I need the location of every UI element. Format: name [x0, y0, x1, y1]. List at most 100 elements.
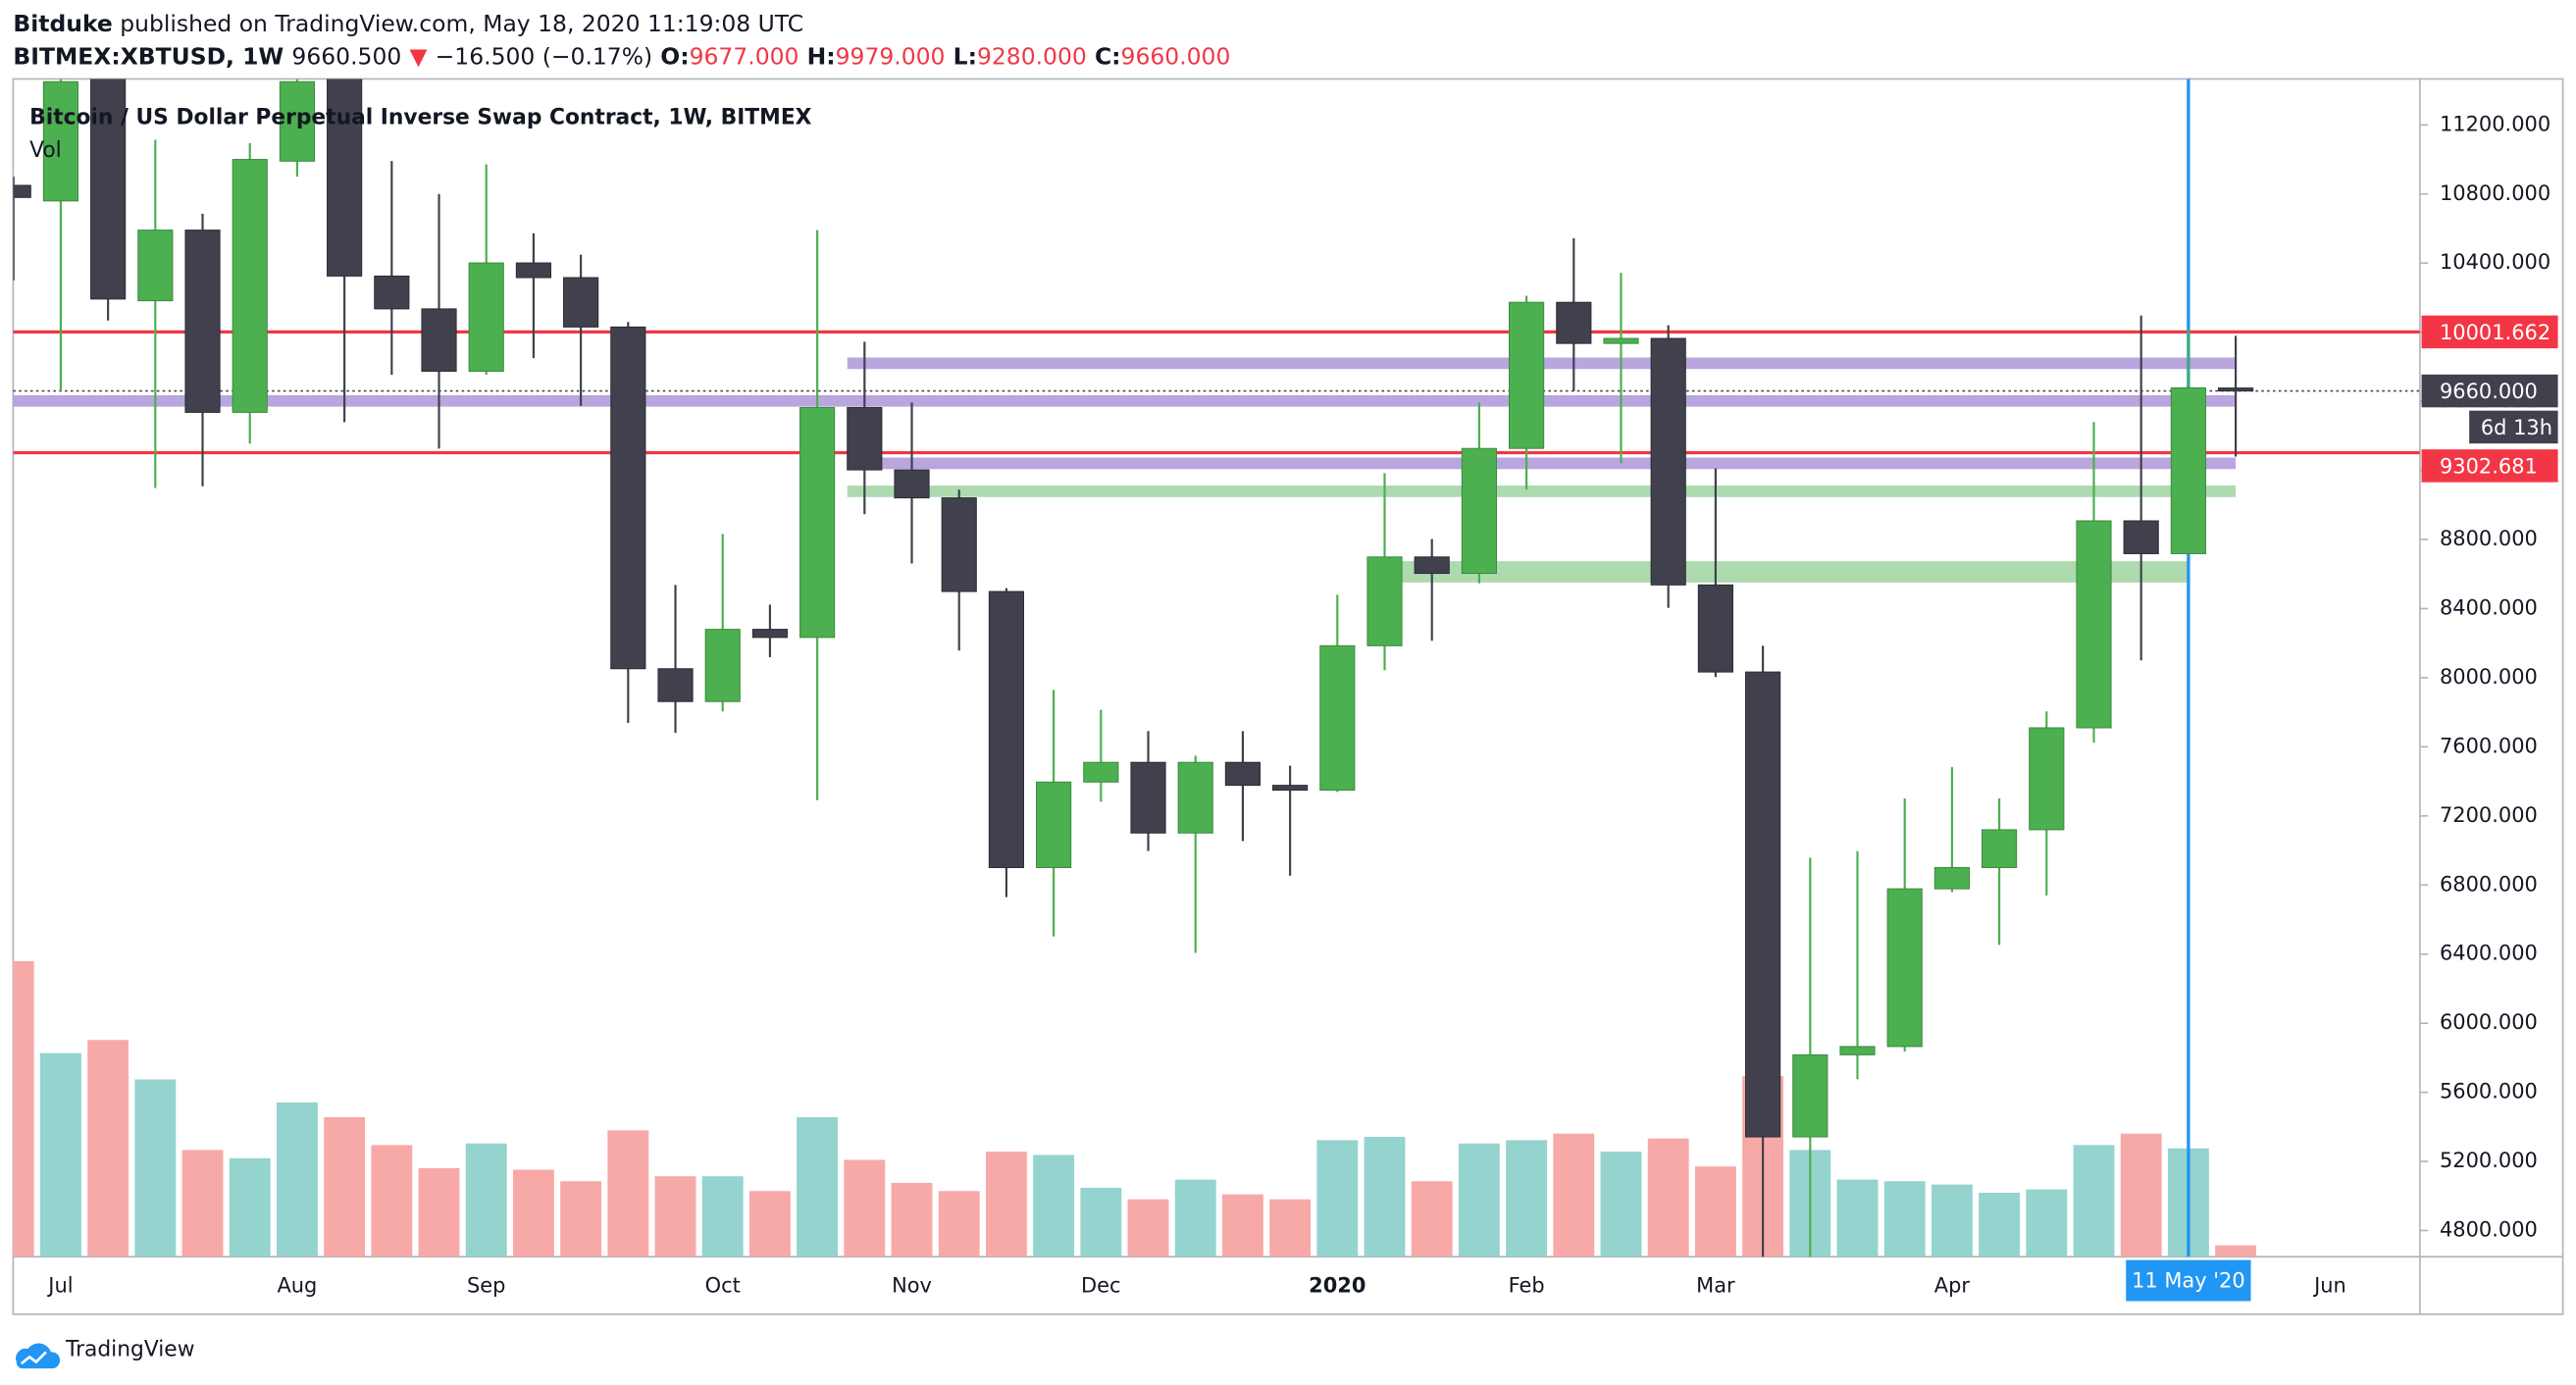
y-tick-label: 8400.000	[2440, 595, 2538, 619]
candle-body	[1366, 556, 1403, 646]
candle-body	[657, 668, 694, 702]
volume-bar	[891, 1182, 933, 1257]
candle-body	[941, 497, 977, 592]
candle-body	[1556, 301, 1592, 344]
c-label: C:	[1095, 42, 1121, 70]
candle-body	[2029, 727, 2065, 831]
volume-bar	[1553, 1133, 1595, 1257]
candle-body	[1933, 866, 1970, 890]
candle-body	[799, 406, 836, 639]
candle-body	[1839, 1046, 1876, 1055]
y-tick-label: 8800.000	[2440, 527, 2538, 550]
candle-body	[279, 80, 316, 162]
volume-bar	[1316, 1140, 1359, 1257]
volume-bar	[2120, 1133, 2162, 1257]
volume-bar	[229, 1157, 271, 1257]
price: 9660.500	[291, 42, 401, 70]
volume-bar	[465, 1143, 507, 1257]
y-tick-label: 10800.000	[2440, 181, 2550, 205]
candle-body	[1224, 761, 1261, 787]
author: Bitduke	[13, 10, 112, 37]
candle-body	[232, 159, 268, 413]
candle-body	[90, 78, 127, 300]
countdown: 6d 13h	[2481, 416, 2552, 439]
volume-bar	[324, 1116, 366, 1257]
l-label: L:	[953, 42, 977, 70]
candle-body	[137, 230, 174, 302]
symbol: BITMEX:XBTUSD, 1W	[13, 42, 283, 70]
h-label: H:	[807, 42, 836, 70]
y-tick-label: 11200.000	[2440, 112, 2550, 135]
volume-bar	[512, 1169, 554, 1257]
y-tick-label: 6000.000	[2440, 1010, 2538, 1034]
candle-body	[1603, 337, 1639, 344]
volume-bar	[1458, 1143, 1500, 1257]
volume-bar	[1979, 1192, 2021, 1257]
candle-body	[1319, 644, 1356, 792]
crosshair-label-box	[2126, 1259, 2251, 1302]
y-tick-label: 5600.000	[2440, 1080, 2538, 1103]
candle-body	[1745, 671, 1781, 1138]
candle-body	[42, 80, 79, 202]
x-tick-label: Mar	[1696, 1273, 1735, 1297]
level-label: 10001.662	[2440, 321, 2550, 344]
candle-body	[1792, 1053, 1829, 1138]
volume-bar	[985, 1152, 1027, 1257]
y-tick-label: 7200.000	[2440, 803, 2538, 827]
x-tick-label: Apr	[1934, 1273, 1971, 1297]
y-tick-label: 10400.000	[2440, 250, 2550, 274]
volume-label: Vol	[29, 138, 62, 163]
volume-bar	[748, 1191, 791, 1257]
y-tick-label: 5200.000	[2440, 1149, 2538, 1172]
frame	[12, 77, 2564, 1315]
candle-body	[988, 590, 1025, 868]
o-label: O:	[660, 42, 689, 70]
candle-body	[421, 308, 457, 372]
candle-body	[2170, 386, 2206, 554]
candle-body	[1414, 556, 1450, 575]
candle-body	[1130, 761, 1166, 834]
candle-body	[1650, 337, 1686, 586]
logo	[16, 1343, 61, 1369]
volume-bar	[39, 1052, 81, 1257]
volume-bar	[1364, 1137, 1406, 1257]
candle-body	[1509, 301, 1545, 449]
candle-body	[515, 262, 552, 279]
candle-body	[1272, 785, 1309, 792]
candle-body	[2076, 520, 2112, 729]
x-tick-label: Nov	[892, 1273, 932, 1297]
level-label-box	[2421, 315, 2558, 349]
y-tick-label: 6400.000	[2440, 942, 2538, 965]
level-label-box	[2421, 449, 2558, 483]
volume-bar	[1600, 1152, 1642, 1257]
candle-body	[13, 184, 31, 198]
brand: TradingView	[65, 1338, 195, 1362]
x-tick-label: Aug	[277, 1273, 317, 1297]
candle-body	[184, 230, 221, 413]
c: 9660.000	[1121, 42, 1231, 70]
crosshair-label: 11 May '20	[2132, 1268, 2245, 1292]
volume-bar	[1694, 1166, 1736, 1257]
candle-body	[751, 629, 789, 639]
volume-bar	[938, 1191, 980, 1257]
x-tick-label: Oct	[705, 1273, 741, 1297]
chart-title: Bitcoin / US Dollar Perpetual Inverse Sw…	[29, 106, 812, 130]
last-price-label-box	[2421, 374, 2558, 408]
volume-bar	[1174, 1179, 1216, 1257]
level-label: 9302.681	[2440, 455, 2538, 479]
candle-body	[327, 78, 363, 277]
candle-body	[894, 469, 930, 499]
x-tick-label: Jul	[46, 1273, 73, 1297]
volume-bar	[2073, 1145, 2115, 1257]
published: published on TradingView.com, May 18, 20…	[120, 10, 803, 37]
candle-body	[610, 326, 646, 670]
axes: Jul Aug Sep Oct Nov Dec 2020 Feb Mar Apr Jun 4800.0…	[46, 112, 2558, 1302]
header-line: Bitduke published on TradingView.com, Ma…	[13, 10, 803, 37]
h: 9979.000	[836, 42, 946, 70]
x-tick-label: Feb	[1509, 1273, 1545, 1297]
volume-bar	[1269, 1199, 1312, 1257]
candle-body	[563, 277, 599, 328]
candle-body	[1886, 888, 1923, 1048]
